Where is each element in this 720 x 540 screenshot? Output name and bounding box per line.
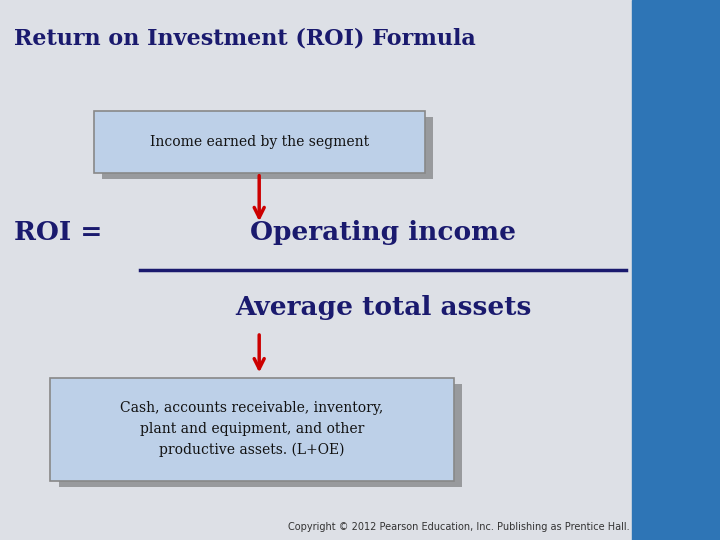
Text: ROI =: ROI = bbox=[14, 220, 103, 245]
Text: Income earned by the segment: Income earned by the segment bbox=[150, 135, 369, 148]
Text: Operating income: Operating income bbox=[251, 220, 516, 245]
FancyBboxPatch shape bbox=[59, 384, 462, 487]
FancyBboxPatch shape bbox=[102, 117, 433, 179]
Text: Cash, accounts receivable, inventory,
plant and equipment, and other
productive : Cash, accounts receivable, inventory, pl… bbox=[120, 401, 384, 457]
FancyBboxPatch shape bbox=[94, 111, 425, 173]
Text: Return on Investment (ROI) Formula: Return on Investment (ROI) Formula bbox=[14, 27, 476, 49]
Text: Average total assets: Average total assets bbox=[235, 295, 531, 320]
FancyBboxPatch shape bbox=[50, 378, 454, 481]
Text: Copyright © 2012 Pearson Education, Inc. Publishing as Prentice Hall.: Copyright © 2012 Pearson Education, Inc.… bbox=[289, 522, 630, 532]
Bar bbox=[632, 0, 720, 540]
